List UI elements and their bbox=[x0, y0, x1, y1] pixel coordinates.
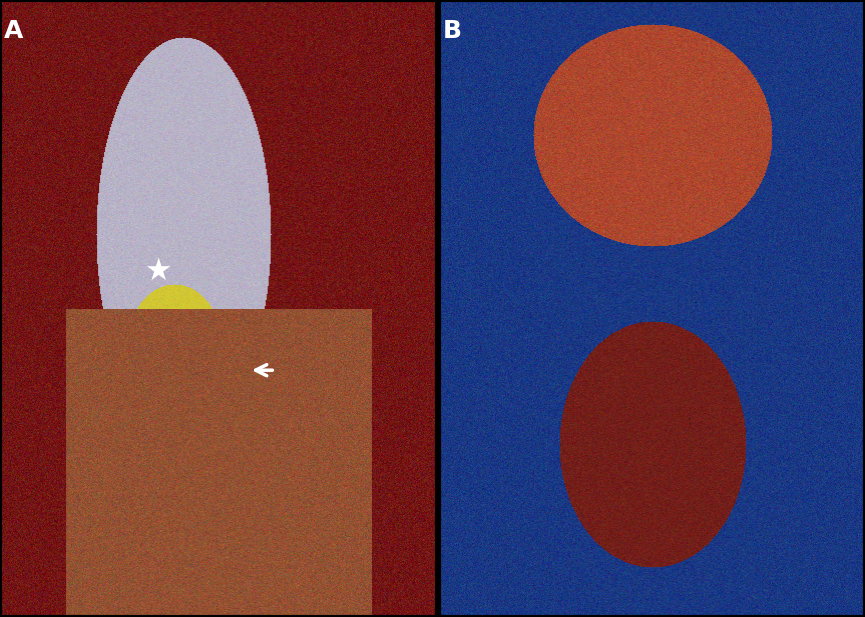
Text: A: A bbox=[4, 19, 23, 43]
Text: ★: ★ bbox=[144, 257, 171, 286]
Text: B: B bbox=[443, 19, 462, 43]
